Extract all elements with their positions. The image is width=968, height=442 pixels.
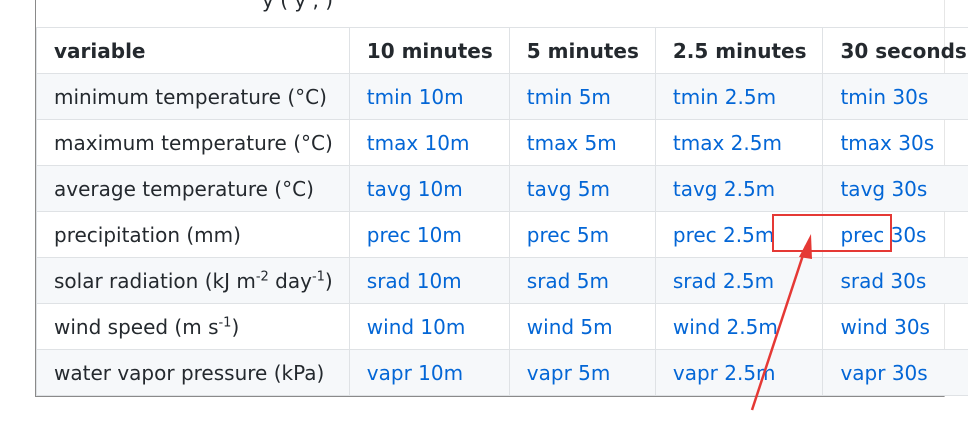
- variable-text: ): [324, 268, 333, 293]
- download-link[interactable]: vapr 30s: [840, 360, 928, 385]
- variable-cell: average temperature (°C): [36, 165, 350, 212]
- download-link[interactable]: prec 5m: [526, 222, 610, 247]
- variable-cell: maximum temperature (°C): [36, 119, 350, 166]
- header-30-seconds: 30 seconds: [822, 27, 968, 74]
- table-row: water vapor pressure (kPa) vapr 10m vapr…: [36, 349, 968, 396]
- exponent: -1: [311, 268, 325, 284]
- clipped-text-above-table: y ( y , ): [262, 0, 334, 12]
- table-row: precipitation (mm) prec 10m prec 5m prec…: [36, 211, 968, 258]
- download-link[interactable]: wind 5m: [526, 314, 613, 339]
- download-link[interactable]: srad 30s: [840, 268, 927, 293]
- download-link[interactable]: vapr 5m: [526, 360, 611, 385]
- exponent: -1: [218, 314, 232, 330]
- highlight-box: [772, 214, 892, 252]
- download-link[interactable]: wind 10m: [366, 314, 466, 339]
- download-link[interactable]: srad 2.5m: [672, 268, 775, 293]
- header-10-minutes: 10 minutes: [348, 27, 510, 74]
- download-link[interactable]: wind 30s: [840, 314, 930, 339]
- header-5-minutes: 5 minutes: [508, 27, 656, 74]
- variable-text: day: [268, 268, 312, 293]
- header-2-5-minutes: 2.5 minutes: [654, 27, 824, 74]
- table-row: solar radiation (kJ m-2 day-1) srad 10m …: [36, 257, 968, 304]
- download-link[interactable]: tavg 2.5m: [672, 176, 776, 201]
- table-row: wind speed (m s-1) wind 10m wind 5m wind…: [36, 303, 968, 350]
- table-header-row: variable 10 minutes 5 minutes 2.5 minute…: [36, 27, 968, 74]
- download-link[interactable]: vapr 10m: [366, 360, 464, 385]
- download-link[interactable]: tmin 30s: [840, 84, 929, 109]
- download-link[interactable]: tavg 30s: [840, 176, 928, 201]
- download-link[interactable]: prec 2.5m: [672, 222, 775, 247]
- exponent: -2: [255, 268, 269, 284]
- variable-cell: water vapor pressure (kPa): [36, 349, 350, 396]
- variable-cell: solar radiation (kJ m-2 day-1): [36, 257, 350, 304]
- download-link[interactable]: tavg 5m: [526, 176, 610, 201]
- climate-variables-table: variable 10 minutes 5 minutes 2.5 minute…: [36, 27, 968, 396]
- header-variable: variable: [36, 27, 350, 74]
- variable-cell: minimum temperature (°C): [36, 73, 350, 120]
- variable-text: solar radiation (kJ m: [54, 268, 256, 293]
- download-link[interactable]: wind 2.5m: [672, 314, 778, 339]
- download-link[interactable]: tmax 10m: [366, 130, 470, 155]
- download-link[interactable]: srad 5m: [526, 268, 609, 293]
- download-link[interactable]: tmin 2.5m: [672, 84, 777, 109]
- variable-cell: precipitation (mm): [36, 211, 350, 258]
- variable-text: ): [231, 314, 240, 339]
- download-link[interactable]: srad 10m: [366, 268, 462, 293]
- variable-cell: wind speed (m s-1): [36, 303, 350, 350]
- download-link[interactable]: tmax 30s: [840, 130, 935, 155]
- download-link[interactable]: vapr 2.5m: [672, 360, 776, 385]
- download-link[interactable]: tavg 10m: [366, 176, 463, 201]
- download-link[interactable]: tmin 5m: [526, 84, 611, 109]
- download-link[interactable]: tmin 10m: [366, 84, 464, 109]
- table-row: maximum temperature (°C) tmax 10m tmax 5…: [36, 119, 968, 166]
- download-link[interactable]: tmax 5m: [526, 130, 617, 155]
- download-link[interactable]: prec 10m: [366, 222, 462, 247]
- download-link[interactable]: tmax 2.5m: [672, 130, 782, 155]
- variable-text: wind speed (m s: [54, 314, 219, 339]
- table-row: minimum temperature (°C) tmin 10m tmin 5…: [36, 73, 968, 120]
- download-link-prec-30s[interactable]: prec 30s: [840, 222, 927, 247]
- table-row: average temperature (°C) tavg 10m tavg 5…: [36, 165, 968, 212]
